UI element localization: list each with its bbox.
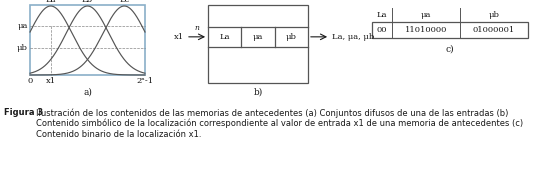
Text: c): c) [446,45,455,54]
Text: 01000001: 01000001 [473,26,515,34]
Text: μb: μb [17,44,28,52]
Text: 00: 00 [377,26,387,34]
Text: La: La [377,11,387,19]
Text: x1: x1 [46,77,56,85]
Text: Lc: Lc [119,0,129,4]
Text: Figura 3: Figura 3 [4,108,46,117]
Text: Lb: Lb [82,0,93,4]
Text: La, μa, μb: La, μa, μb [332,33,374,41]
Text: 11010000: 11010000 [405,26,447,34]
Text: Ilustración de los contenidos de las memorias de antecedentes (a) Conjuntos difu: Ilustración de los contenidos de las mem… [36,108,524,139]
Text: μa: μa [421,11,431,19]
Text: μb: μb [286,33,297,41]
FancyBboxPatch shape [208,5,308,83]
Text: La: La [46,0,56,4]
Text: n: n [194,24,199,32]
FancyBboxPatch shape [30,5,145,75]
Text: 2ⁿ-1: 2ⁿ-1 [136,77,154,85]
Text: 0: 0 [27,77,33,85]
Text: x1: x1 [174,33,184,41]
Text: μb: μb [488,11,500,19]
Text: μa: μa [18,22,28,30]
Text: b): b) [253,88,262,97]
Text: La: La [219,33,230,41]
Text: a): a) [83,88,92,97]
FancyBboxPatch shape [372,22,528,38]
Text: μa: μa [253,33,263,41]
